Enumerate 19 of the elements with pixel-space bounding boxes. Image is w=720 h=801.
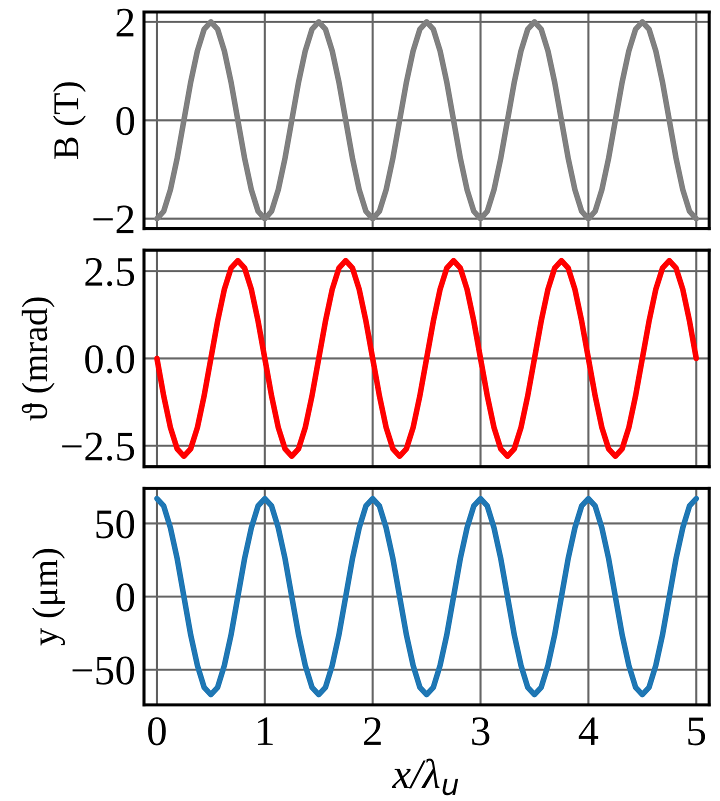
y-tick-label: 0.0 — [85, 345, 134, 374]
y-axis-title: y (μm) — [32, 548, 65, 646]
y-tick-label: −2 — [93, 206, 134, 234]
y-axis-title: B (T) — [53, 82, 86, 159]
y-axis-title: ϑ (mrad) — [22, 297, 55, 421]
x-tick-label: 4 — [578, 717, 598, 745]
y-tick-label: 2.5 — [85, 258, 134, 286]
x-tick-label: 0 — [148, 717, 166, 746]
y-tick-label: 2 — [116, 8, 134, 36]
y-tick-label: 50 — [96, 510, 134, 538]
x-tick-label: 2 — [364, 717, 381, 745]
y-tick-label: −2.5 — [62, 432, 134, 461]
y-tick-label: 0 — [116, 583, 134, 612]
y-tick-label: 0 — [116, 107, 134, 136]
x-axis-title: x/λ$_{u}$ — [392, 758, 458, 796]
x-tick-label: 3 — [472, 717, 490, 746]
x-tick-label: 1 — [258, 717, 273, 745]
x-tick-label: 5 — [688, 718, 706, 746]
y-tick-label: −50 — [72, 656, 134, 685]
